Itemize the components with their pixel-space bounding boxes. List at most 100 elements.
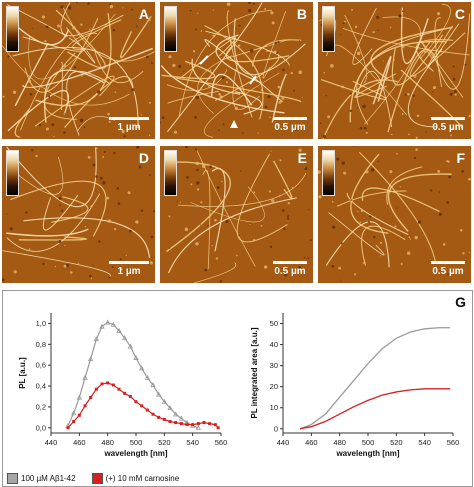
data-point (140, 404, 144, 408)
data-point (94, 387, 98, 391)
data-point (82, 374, 88, 380)
scale-bar-label: 1 µm (117, 122, 141, 133)
x-tick-label: 480 (101, 438, 114, 447)
scale-bar-line (431, 261, 465, 264)
scale-bar-line (109, 261, 149, 264)
x-tick-label: 440 (45, 438, 58, 447)
height-colorbar (322, 6, 335, 52)
spectra-figure: 440 460 480 500 520 540 560 0,0 0,2 0,4 0,6 0,8 1,0 w… (2, 290, 473, 487)
scale-bar-line (109, 117, 149, 120)
panel-label: D (138, 150, 149, 166)
x-tick-label: 560 (215, 438, 228, 447)
data-point (104, 319, 111, 325)
data-point (196, 422, 200, 426)
data-point (195, 424, 202, 430)
y-tick-label: 30 (270, 361, 278, 370)
arrow-icon (249, 75, 257, 85)
scale-bar: 1 µm (109, 117, 149, 133)
data-point (202, 421, 206, 425)
pl-spectrum-chart: 440 460 480 500 520 540 560 0,0 0,2 0,4 0,6 0,8 1,0 w… (18, 313, 228, 458)
y-tick-label: 0,0 (36, 423, 46, 432)
data-point (167, 405, 173, 411)
arrow-icon (199, 55, 209, 65)
data-point (157, 415, 161, 419)
x-tick-label: 460 (73, 438, 86, 447)
scale-bar-label: 0.5 µm (274, 266, 306, 277)
legend-swatch-abeta (7, 473, 18, 484)
data-point (121, 335, 128, 341)
data-point (162, 417, 166, 421)
pl-integrated-area-chart: 440 460 480 500 520 540 560 0 10 20 30 40 50 waveleng… (250, 313, 460, 458)
y-tick-label: 10 (270, 403, 278, 412)
afm-image-1: A 1 µm (2, 2, 155, 139)
x-tick-label: 560 (447, 438, 460, 447)
scale-bar: 0.5 µm (431, 117, 465, 133)
y-tick-label: 0,2 (36, 402, 46, 411)
data-point (150, 382, 156, 388)
panel-label: B (296, 6, 307, 22)
scale-bar-label: 1 µm (117, 266, 141, 277)
data-point (93, 336, 100, 342)
y-tick-label: 40 (270, 340, 278, 349)
legend-label-carnosine: (+) 10 mM carnosine (105, 474, 180, 483)
x-tick-label: 480 (333, 438, 346, 447)
series-line (67, 382, 219, 429)
panel-label: E (297, 150, 307, 166)
data-point (145, 408, 149, 412)
data-point (77, 413, 81, 417)
afm-image-5: E 0.5 µm (160, 146, 313, 283)
data-point (110, 321, 117, 327)
data-point (168, 420, 172, 424)
y-tick-label: 50 (270, 319, 278, 328)
data-point (117, 387, 121, 391)
data-point (178, 415, 185, 421)
data-point (123, 391, 127, 395)
x-axis-label: wavelength [nm] (335, 449, 399, 458)
scale-bar-label: 0.5 µm (432, 266, 464, 277)
data-point (133, 355, 139, 360)
height-colorbar (6, 150, 19, 196)
x-axis-label: wavelength [nm] (103, 449, 167, 458)
series-line (299, 327, 451, 430)
data-point (66, 426, 70, 430)
data-point (174, 421, 178, 425)
data-point (89, 396, 93, 400)
x-tick-label: 540 (418, 438, 431, 447)
x-tick-label: 520 (390, 438, 403, 447)
data-point (144, 374, 151, 380)
x-tick-label: 500 (130, 438, 143, 447)
data-point (134, 400, 138, 404)
scale-bar: 0.5 µm (431, 261, 465, 277)
afm-image-2: B 0.5 µm (160, 2, 313, 139)
height-colorbar (322, 150, 335, 196)
scale-bar-label: 0.5 µm (432, 122, 464, 133)
x-tick-label: 520 (158, 438, 171, 447)
x-tick-label: 440 (277, 438, 290, 447)
data-point (99, 323, 105, 329)
legend-label-abeta: 100 µM Aβ1-42 (21, 474, 76, 483)
height-colorbar (164, 6, 177, 52)
data-point (100, 382, 104, 386)
scale-bar: 0.5 µm (273, 261, 307, 277)
data-point (216, 426, 220, 430)
data-point (155, 391, 162, 397)
chart-legend: 100 µM Aβ1-42 (+) 10 mM carnosine (7, 473, 179, 484)
height-colorbar (6, 6, 19, 52)
data-point (172, 411, 179, 417)
y-tick-label: 1,0 (36, 319, 46, 328)
data-point (138, 365, 145, 371)
data-point (161, 398, 168, 404)
data-point (72, 420, 76, 424)
y-tick-label: 0,8 (36, 340, 46, 349)
figure-label-g: G (455, 294, 466, 310)
data-point (127, 343, 134, 349)
data-point (185, 423, 189, 427)
y-tick-label: 0,6 (36, 361, 46, 370)
scale-bar-line (431, 117, 465, 120)
y-tick-label: 0 (274, 424, 278, 433)
y-tick-label: 0,4 (36, 382, 46, 391)
x-tick-label: 540 (186, 438, 199, 447)
afm-image-3: C 0.5 µm (318, 2, 471, 139)
series-line (67, 321, 199, 429)
data-point (179, 422, 183, 426)
